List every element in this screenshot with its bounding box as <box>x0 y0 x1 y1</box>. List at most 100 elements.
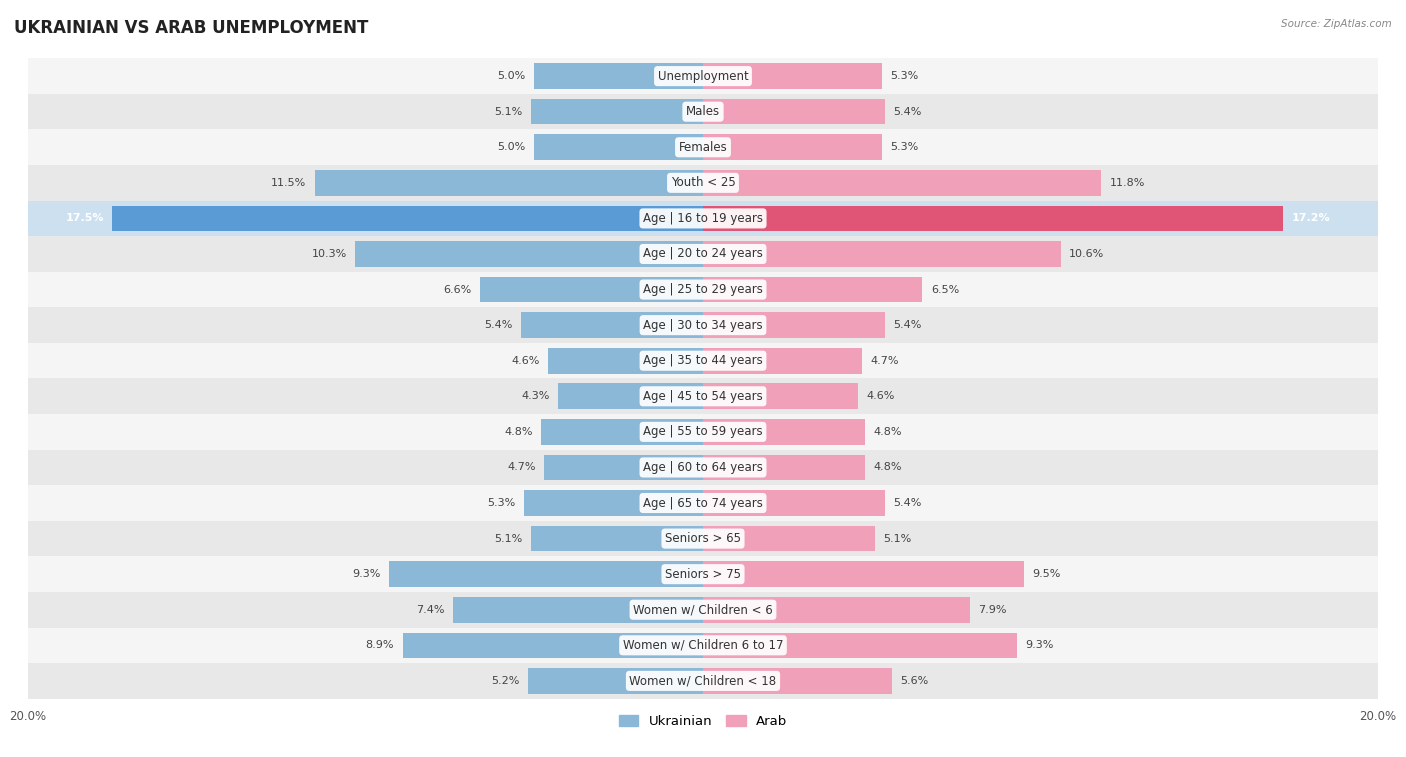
Bar <box>703 491 886 516</box>
Text: Youth < 25: Youth < 25 <box>671 176 735 189</box>
Text: 4.3%: 4.3% <box>522 391 550 401</box>
Bar <box>28 307 1378 343</box>
Bar <box>703 313 886 338</box>
Text: 5.4%: 5.4% <box>894 320 922 330</box>
Text: Unemployment: Unemployment <box>658 70 748 83</box>
Text: 4.7%: 4.7% <box>508 463 536 472</box>
Bar <box>703 99 886 124</box>
Bar <box>534 64 703 89</box>
Bar <box>28 236 1378 272</box>
Text: 6.6%: 6.6% <box>444 285 472 294</box>
Bar <box>534 135 703 160</box>
Text: 5.2%: 5.2% <box>491 676 519 686</box>
Text: 11.8%: 11.8% <box>1109 178 1144 188</box>
Text: Women w/ Children < 18: Women w/ Children < 18 <box>630 674 776 687</box>
Bar <box>531 99 703 124</box>
Bar <box>28 592 1378 628</box>
Text: Females: Females <box>679 141 727 154</box>
Text: 17.5%: 17.5% <box>66 213 104 223</box>
Bar <box>703 455 865 480</box>
Text: 6.5%: 6.5% <box>931 285 959 294</box>
Bar <box>703 597 970 622</box>
Text: Age | 45 to 54 years: Age | 45 to 54 years <box>643 390 763 403</box>
Text: 11.5%: 11.5% <box>271 178 307 188</box>
Text: 7.9%: 7.9% <box>979 605 1007 615</box>
Text: 9.5%: 9.5% <box>1032 569 1060 579</box>
Bar <box>28 414 1378 450</box>
Bar <box>28 450 1378 485</box>
Text: 5.1%: 5.1% <box>883 534 911 544</box>
Text: 5.6%: 5.6% <box>900 676 928 686</box>
Bar <box>28 129 1378 165</box>
Text: 5.4%: 5.4% <box>894 107 922 117</box>
Text: Age | 20 to 24 years: Age | 20 to 24 years <box>643 248 763 260</box>
Bar <box>703 633 1017 658</box>
Bar <box>389 562 703 587</box>
Text: 5.4%: 5.4% <box>484 320 512 330</box>
Text: Age | 30 to 34 years: Age | 30 to 34 years <box>643 319 763 332</box>
Bar <box>28 521 1378 556</box>
Text: 4.7%: 4.7% <box>870 356 898 366</box>
Bar <box>356 241 703 266</box>
Text: 9.3%: 9.3% <box>1025 640 1053 650</box>
Text: 8.9%: 8.9% <box>366 640 394 650</box>
Bar <box>28 663 1378 699</box>
Text: 5.3%: 5.3% <box>890 142 918 152</box>
Text: Age | 25 to 29 years: Age | 25 to 29 years <box>643 283 763 296</box>
Bar <box>520 313 703 338</box>
Text: 4.8%: 4.8% <box>873 427 901 437</box>
Text: Age | 65 to 74 years: Age | 65 to 74 years <box>643 497 763 509</box>
Text: Age | 60 to 64 years: Age | 60 to 64 years <box>643 461 763 474</box>
Bar <box>28 485 1378 521</box>
Text: Source: ZipAtlas.com: Source: ZipAtlas.com <box>1281 19 1392 29</box>
Bar <box>28 628 1378 663</box>
Bar <box>524 491 703 516</box>
Text: Age | 35 to 44 years: Age | 35 to 44 years <box>643 354 763 367</box>
Bar <box>703 135 882 160</box>
Bar <box>315 170 703 195</box>
Bar <box>703 348 862 373</box>
Bar <box>527 668 703 693</box>
Bar <box>703 241 1060 266</box>
Bar <box>453 597 703 622</box>
Bar <box>28 58 1378 94</box>
Bar <box>703 170 1101 195</box>
Text: Age | 55 to 59 years: Age | 55 to 59 years <box>643 425 763 438</box>
Bar <box>703 419 865 444</box>
Bar <box>703 384 858 409</box>
Legend: Ukrainian, Arab: Ukrainian, Arab <box>613 709 793 734</box>
Text: UKRAINIAN VS ARAB UNEMPLOYMENT: UKRAINIAN VS ARAB UNEMPLOYMENT <box>14 19 368 37</box>
Text: Males: Males <box>686 105 720 118</box>
Text: 5.1%: 5.1% <box>495 107 523 117</box>
Text: 4.6%: 4.6% <box>510 356 540 366</box>
Text: 5.4%: 5.4% <box>894 498 922 508</box>
Text: 10.6%: 10.6% <box>1069 249 1104 259</box>
Text: 9.3%: 9.3% <box>353 569 381 579</box>
Bar <box>531 526 703 551</box>
Bar <box>28 201 1378 236</box>
Text: Women w/ Children < 6: Women w/ Children < 6 <box>633 603 773 616</box>
Bar <box>544 455 703 480</box>
Bar <box>28 556 1378 592</box>
Text: 7.4%: 7.4% <box>416 605 444 615</box>
Bar <box>28 343 1378 378</box>
Text: 5.3%: 5.3% <box>890 71 918 81</box>
Bar <box>481 277 703 302</box>
Bar <box>558 384 703 409</box>
Bar <box>548 348 703 373</box>
Text: 17.2%: 17.2% <box>1292 213 1330 223</box>
Text: Seniors > 65: Seniors > 65 <box>665 532 741 545</box>
Text: 5.3%: 5.3% <box>488 498 516 508</box>
Text: Women w/ Children 6 to 17: Women w/ Children 6 to 17 <box>623 639 783 652</box>
Text: 4.6%: 4.6% <box>866 391 896 401</box>
Bar <box>703 206 1284 231</box>
Bar <box>28 94 1378 129</box>
Text: 5.1%: 5.1% <box>495 534 523 544</box>
Text: Seniors > 75: Seniors > 75 <box>665 568 741 581</box>
Bar <box>703 277 922 302</box>
Bar <box>703 668 891 693</box>
Text: 4.8%: 4.8% <box>873 463 901 472</box>
Bar <box>28 165 1378 201</box>
Bar <box>112 206 703 231</box>
Text: 5.0%: 5.0% <box>498 142 526 152</box>
